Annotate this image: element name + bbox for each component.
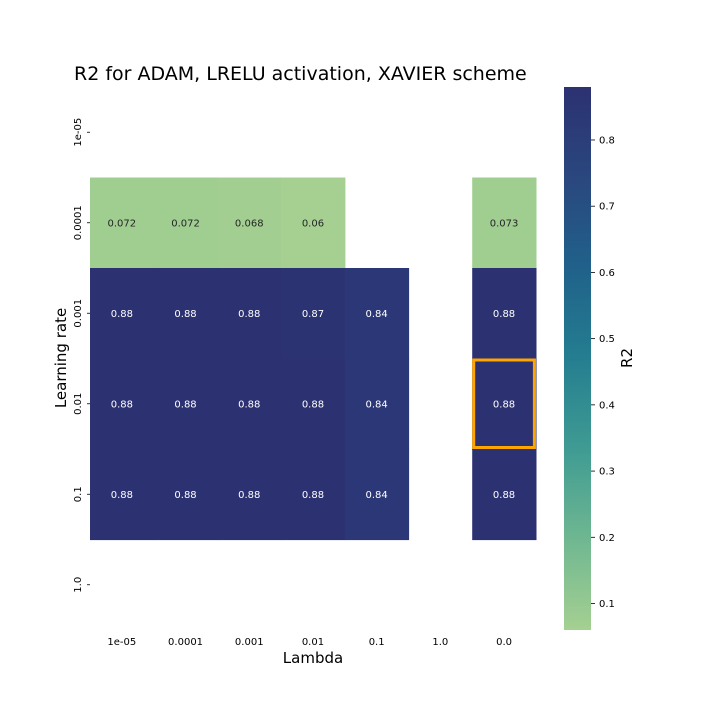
- cell-value-label: 0.88: [493, 309, 515, 320]
- y-axis-label: Learning rate: [52, 308, 70, 408]
- colorbar-tick-label: 0.7: [599, 202, 615, 213]
- cell-value-label: 0.88: [302, 399, 324, 410]
- y-tick-label: 1e-05: [73, 118, 84, 147]
- heatmap-cell-labels: 0.072 0.072 0.068 0.06 0.073 0.88 0.88 0.88 0.87…: [108, 218, 519, 501]
- heatmap-cell: [217, 177, 282, 269]
- cell-value-label: 0.88: [238, 309, 260, 320]
- x-tick-label: 0.0001: [168, 637, 203, 648]
- chart-title: R2 for ADAM, LRELU activation, XAVIER sc…: [74, 63, 527, 85]
- colorbar-tick-label: 0.8: [599, 135, 615, 146]
- heatmap-cell: [344, 358, 410, 450]
- heatmap-cell: [217, 449, 282, 541]
- cell-value-label: 0.072: [108, 218, 137, 229]
- heatmap-cell: [281, 358, 346, 450]
- heatmap-cell: [281, 449, 346, 541]
- heatmap-cell: [472, 177, 537, 269]
- cell-value-label: 0.88: [174, 490, 196, 501]
- cell-value-label: 0.88: [493, 490, 515, 501]
- colorbar-tick-label: 0.1: [599, 599, 615, 610]
- colorbar-tick-label: 0.2: [599, 533, 615, 544]
- cell-value-label: 0.88: [302, 490, 324, 501]
- x-axis-label: Lambda: [283, 649, 343, 667]
- cell-value-label: 0.068: [235, 218, 264, 229]
- cell-value-label: 0.88: [111, 490, 133, 501]
- cell-value-label: 0.87: [302, 309, 324, 320]
- y-axis-ticks: 1e-05 0.0001 0.001 0.01 0.1 1.0: [73, 118, 90, 593]
- cell-value-label: 0.84: [366, 399, 388, 410]
- cell-value-label: 0.88: [174, 309, 196, 320]
- heatmap-cell: [217, 268, 282, 360]
- cell-value-label: 0.84: [366, 309, 388, 320]
- heatmap-cell: [281, 268, 346, 360]
- x-tick-label: 0.1: [369, 637, 385, 648]
- x-tick-label: 0.0: [496, 637, 512, 648]
- heatmap-cell: [90, 268, 155, 360]
- heatmap-cell: [90, 449, 155, 541]
- heatmap-cell: [472, 358, 537, 450]
- heatmap-cells: [90, 177, 537, 541]
- x-axis-ticks: 1e-05 0.0001 0.001 0.01 0.1 1.0 0.0: [107, 637, 512, 648]
- heatmap-cell: [344, 268, 410, 360]
- cell-value-label: 0.88: [111, 399, 133, 410]
- cell-value-label: 0.84: [366, 490, 388, 501]
- y-tick-label: 0.01: [73, 393, 84, 415]
- heatmap-cell: [153, 449, 218, 541]
- y-tick-label: 0.001: [73, 299, 84, 328]
- cell-value-label: 0.073: [490, 218, 519, 229]
- colorbar-label: R2: [618, 348, 636, 368]
- cell-value-label: 0.88: [493, 399, 515, 410]
- cell-value-label: 0.88: [238, 490, 260, 501]
- heatmap-cell: [472, 449, 537, 541]
- x-tick-label: 1.0: [432, 637, 448, 648]
- heatmap-cell: [153, 177, 218, 269]
- heatmap-cell: [344, 449, 410, 541]
- highlight-layer: [472, 358, 536, 449]
- heatmap-cell: [217, 358, 282, 450]
- highlight-box: [472, 358, 536, 449]
- colorbar: 0.1 0.2 0.3 0.4 0.5 0.6 0.7 0.8: [564, 87, 615, 630]
- cell-value-label: 0.06: [302, 218, 324, 229]
- x-tick-label: 1e-05: [107, 637, 136, 648]
- cell-value-label: 0.88: [174, 399, 196, 410]
- heatmap-cell: [153, 268, 218, 360]
- x-tick-label: 0.001: [235, 637, 264, 648]
- y-tick-label: 0.1: [73, 486, 84, 502]
- colorbar-tick-label: 0.3: [599, 467, 615, 478]
- cell-value-label: 0.88: [238, 399, 260, 410]
- heatmap-cell: [90, 358, 155, 450]
- heatmap-cell: [472, 268, 537, 360]
- heatmap-cell: [90, 177, 155, 269]
- cell-value-label: 0.072: [171, 218, 200, 229]
- colorbar-gradient: [564, 87, 591, 630]
- colorbar-tick-label: 0.4: [599, 400, 615, 411]
- x-tick-label: 0.01: [302, 637, 324, 648]
- y-tick-label: 1.0: [73, 577, 84, 593]
- heatmap-cell: [281, 177, 346, 269]
- cell-value-label: 0.88: [111, 309, 133, 320]
- colorbar-tick-label: 0.5: [599, 334, 615, 345]
- colorbar-tick-label: 0.6: [599, 268, 615, 279]
- y-tick-label: 0.0001: [73, 205, 84, 240]
- heatmap-cell: [153, 358, 218, 450]
